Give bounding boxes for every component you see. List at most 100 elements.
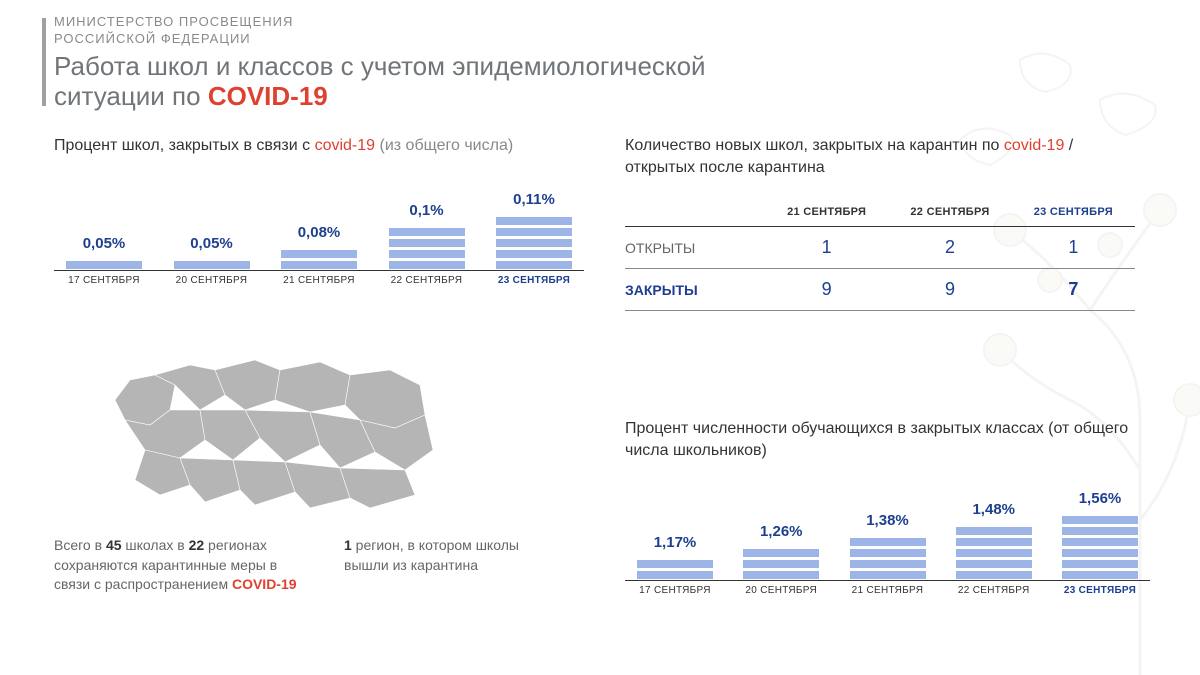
- bar-category-label: 21 СЕНТЯБРЯ: [838, 585, 938, 596]
- bar-category-label: 20 СЕНТЯБРЯ: [731, 585, 831, 596]
- bar-segment: [65, 260, 143, 270]
- bar-value-label: 1,38%: [866, 512, 909, 529]
- page-title: Работа школ и классов с учетом эпидемиол…: [54, 52, 754, 112]
- bar-segment: [1061, 548, 1139, 558]
- bar-stack: [388, 227, 466, 270]
- bar-value-label: 1,17%: [654, 534, 697, 551]
- bar-segment: [742, 559, 820, 569]
- table-cell: 2: [888, 237, 1011, 258]
- bar-segment: [495, 216, 573, 226]
- table-row-label: ЗАКРЫТЫ: [625, 282, 765, 298]
- bar-column: 0,1%: [377, 202, 477, 270]
- bar-category-label: 22 СЕНТЯБРЯ: [377, 275, 477, 286]
- bar-column: 1,48%: [944, 501, 1044, 580]
- bar-segment: [636, 570, 714, 580]
- bar-segment: [388, 249, 466, 259]
- bar-value-label: 0,05%: [190, 235, 233, 252]
- bar-category-label: 23 СЕНТЯБРЯ: [484, 275, 584, 286]
- bar-category-label: 23 СЕНТЯБРЯ: [1050, 585, 1150, 596]
- table-col-header: 21 СЕНТЯБРЯ: [765, 206, 888, 218]
- bar-value-label: 1,26%: [760, 523, 803, 540]
- page-header: МИНИСТЕРСТВО ПРОСВЕЩЕНИЯ РОССИЙСКОЙ ФЕДЕ…: [54, 14, 754, 112]
- bar-column: 0,05%: [54, 235, 154, 270]
- bar-segment: [280, 249, 358, 259]
- bar-segment: [849, 548, 927, 558]
- bar-stack: [1061, 515, 1139, 580]
- bar-segment: [388, 238, 466, 248]
- table-cell: 9: [765, 279, 888, 300]
- bar-value-label: 0,11%: [513, 191, 555, 208]
- table-row: ОТКРЫТЫ121: [625, 227, 1135, 269]
- bar-column: 0,08%: [269, 224, 369, 270]
- bar-column: 1,56%: [1050, 490, 1150, 580]
- bar-column: 1,17%: [625, 534, 725, 580]
- bar-category-label: 17 СЕНТЯБРЯ: [625, 585, 725, 596]
- header-accent-bar: [42, 18, 46, 106]
- bar-segment: [849, 570, 927, 580]
- table-cell: 1: [1012, 237, 1135, 258]
- schools-percent-chart: Процент школ, закрытых в связи с covid-1…: [54, 135, 584, 286]
- bar-value-label: 0,05%: [83, 235, 126, 252]
- table-row-label: ОТКРЫТЫ: [625, 240, 765, 256]
- bar-category-label: 17 СЕНТЯБРЯ: [54, 275, 154, 286]
- chart2-title: Процент численности обучающихся в закрыт…: [625, 418, 1150, 461]
- bar-segment: [955, 559, 1033, 569]
- bar-segment: [173, 260, 251, 270]
- title-text: Работа школ и классов с учетом эпидемиол…: [54, 51, 706, 111]
- bar-segment: [849, 537, 927, 547]
- bar-column: 1,38%: [838, 512, 938, 580]
- bar-segment: [742, 570, 820, 580]
- bar-column: 0,05%: [162, 235, 262, 270]
- summary-regions: 1 регион, в котором школы вышли из каран…: [344, 536, 564, 595]
- summary-schools: Всего в 45 школах в 22 регионах сохраняю…: [54, 536, 314, 595]
- bar-segment: [849, 559, 927, 569]
- table-title: Количество новых школ, закрытых на каран…: [625, 135, 1135, 178]
- bar-segment: [955, 526, 1033, 536]
- bar-stack: [849, 537, 927, 580]
- bar-segment: [1061, 515, 1139, 525]
- russia-map: [105, 340, 435, 515]
- bar-segment: [955, 537, 1033, 547]
- bar-column: 0,11%: [484, 191, 584, 270]
- bar-segment: [280, 260, 358, 270]
- title-covid: COVID-19: [208, 81, 328, 111]
- table-cell: 7: [1012, 279, 1135, 300]
- chart1-title: Процент школ, закрытых в связи с covid-1…: [54, 135, 584, 157]
- bar-segment: [1061, 537, 1139, 547]
- bar-segment: [1061, 559, 1139, 569]
- bar-value-label: 1,56%: [1079, 490, 1122, 507]
- ministry-line1: МИНИСТЕРСТВО ПРОСВЕЩЕНИЯ: [54, 14, 293, 29]
- bar-stack: [280, 249, 358, 270]
- bar-stack: [636, 559, 714, 580]
- table-col-header: 23 СЕНТЯБРЯ: [1012, 206, 1135, 218]
- map-summary-text: Всего в 45 школах в 22 регионах сохраняю…: [54, 536, 584, 595]
- bar-stack: [742, 548, 820, 580]
- bar-value-label: 1,48%: [972, 501, 1015, 518]
- table-cell: 1: [765, 237, 888, 258]
- ministry-name: МИНИСТЕРСТВО ПРОСВЕЩЕНИЯ РОССИЙСКОЙ ФЕДЕ…: [54, 14, 754, 48]
- bar-category-label: 20 СЕНТЯБРЯ: [162, 275, 262, 286]
- bar-segment: [495, 260, 573, 270]
- bar-segment: [636, 559, 714, 569]
- bar-stack: [955, 526, 1033, 580]
- bar-category-label: 21 СЕНТЯБРЯ: [269, 275, 369, 286]
- schools-table: Количество новых школ, закрытых на каран…: [625, 135, 1135, 311]
- bar-segment: [1061, 526, 1139, 536]
- bar-category-label: 22 СЕНТЯБРЯ: [944, 585, 1044, 596]
- bar-value-label: 0,08%: [298, 224, 341, 241]
- bar-segment: [742, 548, 820, 558]
- students-percent-chart: Процент численности обучающихся в закрыт…: [625, 418, 1150, 596]
- bar-column: 1,26%: [731, 523, 831, 580]
- table-cell: 9: [888, 279, 1011, 300]
- bar-segment: [495, 249, 573, 259]
- ministry-line2: РОССИЙСКОЙ ФЕДЕРАЦИИ: [54, 31, 251, 46]
- bar-segment: [388, 227, 466, 237]
- bar-segment: [495, 227, 573, 237]
- bar-stack: [65, 260, 143, 270]
- bar-segment: [955, 548, 1033, 558]
- bar-segment: [1061, 570, 1139, 580]
- table-header-row: 21 СЕНТЯБРЯ22 СЕНТЯБРЯ23 СЕНТЯБРЯ: [625, 198, 1135, 227]
- table-col-header: 22 СЕНТЯБРЯ: [888, 206, 1011, 218]
- bar-stack: [495, 216, 573, 270]
- table-row: ЗАКРЫТЫ997: [625, 269, 1135, 311]
